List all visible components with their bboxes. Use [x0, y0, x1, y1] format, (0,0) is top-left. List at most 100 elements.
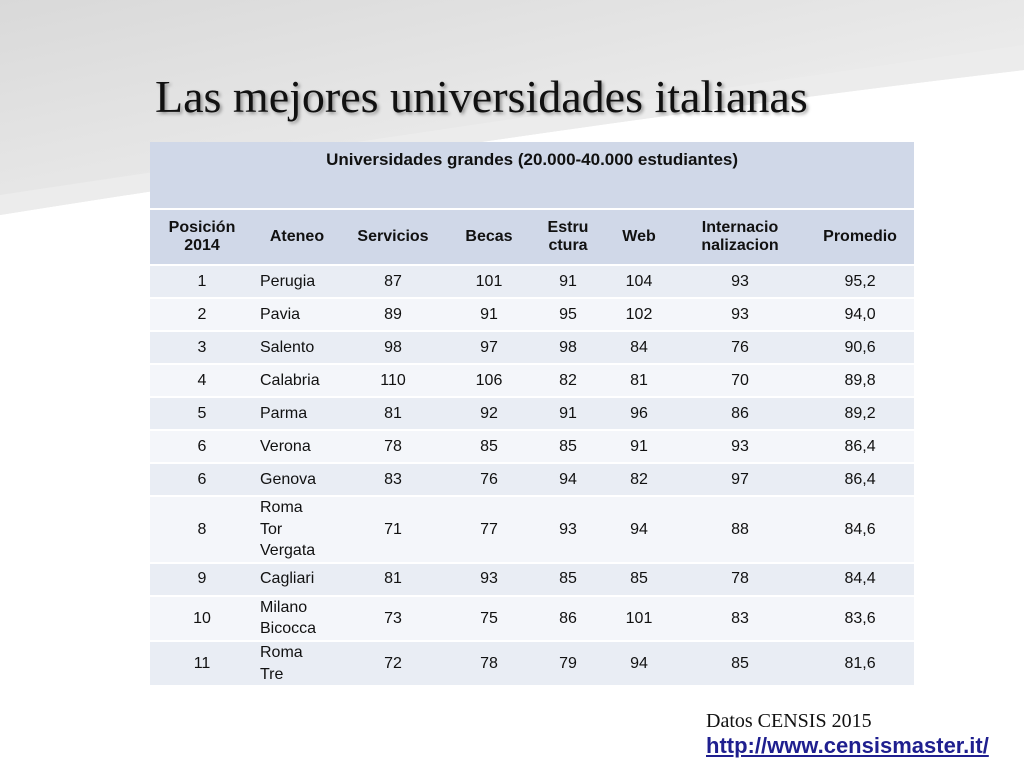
table-cell: 104 [604, 264, 674, 298]
table-cell: 5 [150, 396, 254, 430]
table-cell: 86,4 [806, 429, 915, 463]
table-cell: 78 [674, 561, 806, 596]
table-cell: 4 [150, 363, 254, 397]
table-cell: 101 [446, 264, 532, 298]
table-cell: 97 [446, 330, 532, 364]
table-row: 5 Parma 81 92 91 96 86 89,2 [150, 396, 915, 430]
table-row: 10 Milano Bicocca 73 75 86 101 83 83,6 [150, 594, 915, 641]
table-cell: 70 [674, 363, 806, 397]
table-cell: 94 [604, 639, 674, 686]
table-cell: 93 [674, 429, 806, 463]
table-cell: 9 [150, 561, 254, 596]
table-cell: 78 [340, 429, 446, 463]
table-cell: 85 [604, 561, 674, 596]
table-cell: 85 [674, 639, 806, 686]
table-cell: 82 [604, 462, 674, 496]
table-row: 9 Cagliari 81 93 85 85 78 84,4 [150, 561, 915, 596]
slide-title: Las mejores universidades italianas [155, 71, 808, 122]
table-row: 3 Salento 98 97 98 84 76 90,6 [150, 330, 915, 364]
table-cell: 83 [674, 594, 806, 641]
table-cell: 89,8 [806, 363, 915, 397]
table-cell: 91 [532, 264, 604, 298]
table-cell: 98 [532, 330, 604, 364]
source-link[interactable]: http://www.censismaster.it/ [706, 733, 989, 758]
table-cell: 106 [446, 363, 532, 397]
column-header: Ateneo [254, 208, 340, 265]
university-name-cell: Genova [254, 462, 340, 496]
table-cell: 85 [446, 429, 532, 463]
table-row: 11 Roma Tre 72 78 79 94 85 81,6 [150, 639, 915, 686]
table-cell: 88 [674, 495, 806, 563]
table-cell: 90,6 [806, 330, 915, 364]
column-header: Estru ctura [532, 208, 604, 265]
table-cell: 93 [532, 495, 604, 563]
column-header: Promedio [806, 208, 915, 265]
column-header: Posición 2014 [150, 208, 254, 265]
table-row: 1 Perugia 87 101 91 104 93 95,2 [150, 264, 915, 298]
table-cell: 94 [604, 495, 674, 563]
table-cell: 73 [340, 594, 446, 641]
table-cell: 91 [604, 429, 674, 463]
rankings-table: Universidades grandes (20.000-40.000 est… [150, 142, 915, 686]
table-cell: 82 [532, 363, 604, 397]
table-cell: 75 [446, 594, 532, 641]
table-cell: 77 [446, 495, 532, 563]
table-cell: 102 [604, 297, 674, 331]
table-cell: 92 [446, 396, 532, 430]
table-cell: 83,6 [806, 594, 915, 641]
table-cell: 93 [674, 297, 806, 331]
table-cell: 76 [446, 462, 532, 496]
university-name-cell: Milano Bicocca [254, 594, 340, 641]
table-cell: 97 [674, 462, 806, 496]
table-cell: 86,4 [806, 462, 915, 496]
table-cell: 81,6 [806, 639, 915, 686]
table-cell: 6 [150, 429, 254, 463]
table-cell: 86 [674, 396, 806, 430]
table-cell: 94 [532, 462, 604, 496]
table-cell: 84,6 [806, 495, 915, 563]
table-caption: Universidades grandes (20.000-40.000 est… [150, 142, 915, 209]
table-cell: 83 [340, 462, 446, 496]
column-header: Servicios [340, 208, 446, 265]
column-header: Becas [446, 208, 532, 265]
table-cell: 72 [340, 639, 446, 686]
table-row: 4 Calabria 110 106 82 81 70 89,8 [150, 363, 915, 397]
table-cell: 84 [604, 330, 674, 364]
table-cell: 71 [340, 495, 446, 563]
university-name-cell: Cagliari [254, 561, 340, 596]
table-cell: 76 [674, 330, 806, 364]
table-cell: 110 [340, 363, 446, 397]
source-note: Datos CENSIS 2015 [706, 710, 872, 732]
university-name-cell: Pavia [254, 297, 340, 331]
university-name-cell: Verona [254, 429, 340, 463]
university-name-cell: Parma [254, 396, 340, 430]
table-cell: 91 [446, 297, 532, 331]
table-cell: 89 [340, 297, 446, 331]
column-header: Internacio nalizacion [674, 208, 806, 265]
column-header: Web [604, 208, 674, 265]
table-cell: 94,0 [806, 297, 915, 331]
table-cell: 93 [674, 264, 806, 298]
university-name-cell: Salento [254, 330, 340, 364]
table-cell: 1 [150, 264, 254, 298]
table-cell: 84,4 [806, 561, 915, 596]
table-cell: 11 [150, 639, 254, 686]
table-cell: 101 [604, 594, 674, 641]
table-row: 8 Roma Tor Vergata 71 77 93 94 88 84,6 [150, 495, 915, 563]
table-cell: 98 [340, 330, 446, 364]
table-cell: 78 [446, 639, 532, 686]
table-cell: 85 [532, 561, 604, 596]
table-cell: 95,2 [806, 264, 915, 298]
table-cell: 85 [532, 429, 604, 463]
table-cell: 93 [446, 561, 532, 596]
table-row: 2 Pavia 89 91 95 102 93 94,0 [150, 297, 915, 331]
university-name-cell: Roma Tre [254, 639, 340, 686]
table-cell: 96 [604, 396, 674, 430]
table-cell: 86 [532, 594, 604, 641]
table-cell: 91 [532, 396, 604, 430]
table-cell: 2 [150, 297, 254, 331]
table-cell: 6 [150, 462, 254, 496]
table-row: 6 Verona 78 85 85 91 93 86,4 [150, 429, 915, 463]
table-cell: 81 [340, 396, 446, 430]
university-name-cell: Roma Tor Vergata [254, 495, 340, 563]
